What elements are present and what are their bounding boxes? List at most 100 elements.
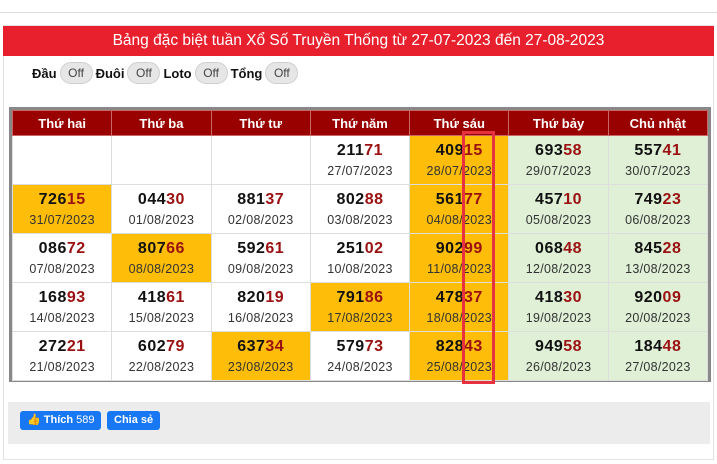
result-date: 11/08/2023 <box>426 262 492 276</box>
number-tail: 15 <box>463 142 483 159</box>
number-head: 211 <box>336 142 365 159</box>
result-date: 27/08/2023 <box>625 360 691 374</box>
result-number: 55741 <box>609 142 707 160</box>
number-head: 168 <box>38 289 67 306</box>
number-tail: 48 <box>662 338 682 355</box>
result-date: 08/08/2023 <box>128 262 195 276</box>
result-cell: 84528 13/08/2023 <box>607 233 709 283</box>
panel <box>3 25 714 460</box>
number-head: 807 <box>137 240 167 257</box>
result-cell <box>111 135 212 185</box>
result-number: 41830 <box>509 289 607 307</box>
number-tail: 37 <box>463 289 483 306</box>
result-cell: 55741 30/07/2023 <box>607 135 709 185</box>
result-number: 16893 <box>13 289 111 307</box>
result-date: 02/08/2023 <box>227 213 294 227</box>
result-number: 56177 <box>410 191 508 209</box>
result-number: 69358 <box>509 142 607 160</box>
result-number: 06848 <box>509 240 607 258</box>
toggle-dau[interactable]: Off <box>59 62 93 84</box>
highlight-box <box>462 131 495 384</box>
result-date: 05/08/2023 <box>525 213 592 227</box>
number-head: 845 <box>634 240 663 257</box>
number-tail: 72 <box>66 240 86 257</box>
toggle-tong[interactable]: Off <box>265 62 299 84</box>
toggle-label: Đầu <box>32 65 57 81</box>
result-cell: 41861 15/08/2023 <box>111 282 212 332</box>
number-head: 820 <box>237 289 266 306</box>
toggle-label: Tổng <box>230 65 263 81</box>
column-header: Thứ bảy <box>508 110 609 136</box>
number-head: 251 <box>336 240 365 257</box>
result-date: 07/08/2023 <box>29 262 95 276</box>
result-number: 72615 <box>13 191 111 209</box>
result-cell: 80766 08/08/2023 <box>111 233 212 283</box>
result-date: 17/08/2023 <box>327 311 393 325</box>
result-date: 19/08/2023 <box>525 311 592 325</box>
result-number: 41861 <box>112 289 210 307</box>
table-row: 27221 21/08/2023 60279 22/08/2023 63734 23/08… <box>11 331 709 381</box>
number-head: 409 <box>435 142 464 159</box>
toggle-row: Đầu Off Đuôi Off Loto Off Tổng Off <box>32 62 301 84</box>
number-tail: 48 <box>563 240 583 257</box>
result-date: 22/08/2023 <box>128 360 195 374</box>
result-cell: 18448 27/08/2023 <box>607 331 709 381</box>
result-cell: 72615 31/07/2023 <box>11 184 113 234</box>
result-date: 09/08/2023 <box>227 262 294 276</box>
result-cell <box>11 135 113 185</box>
number-head: 693 <box>535 142 564 159</box>
result-number: 57973 <box>311 338 409 356</box>
result-date: 28/07/2023 <box>426 164 493 178</box>
thumbs-up-icon: 👍 <box>27 414 41 426</box>
result-cell: 63734 23/08/2023 <box>210 331 311 381</box>
result-date: 27/07/2023 <box>327 164 393 178</box>
result-cell: 27221 21/08/2023 <box>11 331 113 381</box>
number-tail: 19 <box>265 289 285 306</box>
like-count: 589 <box>76 414 95 426</box>
result-cell: 92009 20/08/2023 <box>607 282 709 332</box>
number-tail: 15 <box>66 191 86 208</box>
result-number: 63734 <box>212 338 310 356</box>
share-button[interactable]: Chia sẻ <box>107 411 161 430</box>
result-date: 31/07/2023 <box>29 213 95 227</box>
number-tail: 66 <box>166 240 185 257</box>
number-head: 068 <box>535 240 564 257</box>
number-tail: 88 <box>364 191 384 208</box>
results-table: Thứ hai Thứ ba Thứ tư Thứ năm Thứ sáu Thứ bảy… <box>9 107 711 382</box>
column-header: Thứ tư <box>210 110 311 136</box>
number-head: 086 <box>38 240 67 257</box>
number-tail: 30 <box>563 289 583 306</box>
number-head: 802 <box>336 191 365 208</box>
number-head: 637 <box>237 338 266 355</box>
result-cell: 06848 12/08/2023 <box>508 233 609 283</box>
result-number: 79186 <box>311 289 409 307</box>
number-tail: 58 <box>563 142 583 159</box>
result-cell: 80288 03/08/2023 <box>309 184 411 234</box>
table-row: 08672 07/08/2023 80766 08/08/2023 59261 09/08… <box>11 233 709 283</box>
number-tail: 99 <box>463 240 483 257</box>
number-tail: 10 <box>563 191 583 208</box>
result-date: 23/08/2023 <box>227 360 294 374</box>
toggle-label: Loto <box>163 65 192 81</box>
result-cell: 79186 17/08/2023 <box>309 282 411 332</box>
column-header: Thứ năm <box>309 110 411 136</box>
result-cell: 74923 06/08/2023 <box>607 184 709 234</box>
result-cell: 21171 27/07/2023 <box>309 135 411 185</box>
number-head: 602 <box>137 338 167 355</box>
result-date: 12/08/2023 <box>525 262 592 276</box>
number-tail: 21 <box>66 338 86 355</box>
result-date: 30/07/2023 <box>625 164 691 178</box>
result-date: 29/07/2023 <box>525 164 592 178</box>
result-cell: 59261 09/08/2023 <box>210 233 311 283</box>
result-cell <box>210 135 311 185</box>
result-number: 08672 <box>13 240 111 258</box>
number-head: 557 <box>634 142 663 159</box>
like-button[interactable]: 👍 Thích 589 <box>20 411 102 430</box>
toggle-duoi[interactable]: Off <box>127 62 161 84</box>
number-head: 949 <box>535 338 564 355</box>
result-cell: 82019 16/08/2023 <box>210 282 311 332</box>
toggle-loto[interactable]: Off <box>194 62 228 84</box>
number-tail: 79 <box>166 338 185 355</box>
social-bar: 👍 Thích 589 Chia sẻ <box>8 402 710 444</box>
result-date: 20/08/2023 <box>625 311 691 325</box>
